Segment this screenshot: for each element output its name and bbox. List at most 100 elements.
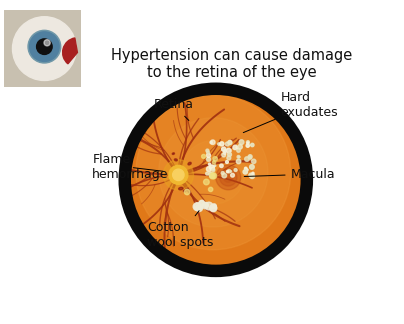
Ellipse shape [179, 187, 183, 190]
Circle shape [209, 172, 213, 176]
Circle shape [203, 202, 208, 208]
Circle shape [220, 164, 223, 168]
Circle shape [214, 165, 216, 167]
Circle shape [237, 149, 240, 152]
Text: Hard
exudates: Hard exudates [243, 91, 338, 133]
Circle shape [206, 149, 209, 152]
Circle shape [206, 167, 211, 172]
Circle shape [206, 151, 209, 154]
Circle shape [221, 147, 226, 151]
Circle shape [212, 169, 215, 172]
Circle shape [211, 173, 217, 179]
Circle shape [163, 160, 194, 190]
Circle shape [221, 171, 224, 175]
Circle shape [236, 159, 241, 164]
Circle shape [233, 145, 238, 150]
Circle shape [212, 168, 214, 170]
Ellipse shape [188, 162, 191, 165]
Circle shape [206, 157, 210, 161]
Circle shape [244, 167, 247, 170]
Text: Flame
hemorrhage: Flame hemorrhage [92, 153, 169, 181]
Circle shape [193, 202, 201, 211]
Circle shape [136, 95, 291, 250]
Circle shape [227, 169, 231, 173]
Circle shape [210, 173, 215, 178]
Circle shape [245, 157, 249, 161]
Circle shape [237, 156, 240, 158]
Ellipse shape [175, 159, 177, 161]
Circle shape [212, 204, 217, 209]
Circle shape [210, 140, 215, 145]
Circle shape [219, 168, 237, 186]
Circle shape [206, 172, 208, 175]
Circle shape [231, 173, 234, 177]
Circle shape [252, 159, 256, 164]
Circle shape [223, 150, 226, 153]
Circle shape [169, 165, 188, 184]
Circle shape [246, 169, 248, 171]
Circle shape [236, 147, 238, 149]
Circle shape [223, 172, 233, 182]
Circle shape [247, 142, 249, 144]
Text: Cotton
wool spots: Cotton wool spots [147, 211, 214, 249]
Circle shape [210, 205, 217, 212]
Circle shape [225, 161, 228, 163]
Circle shape [223, 152, 226, 155]
Circle shape [210, 173, 216, 179]
Circle shape [222, 153, 226, 157]
Circle shape [225, 142, 229, 146]
Circle shape [44, 40, 50, 46]
Circle shape [206, 153, 210, 157]
Circle shape [252, 172, 254, 174]
Ellipse shape [172, 153, 175, 155]
Circle shape [181, 141, 245, 204]
Circle shape [238, 145, 242, 149]
Circle shape [194, 203, 201, 210]
Text: Hypertension can cause damage
to the retina of the eye: Hypertension can cause damage to the ret… [112, 48, 353, 80]
Circle shape [243, 170, 248, 174]
Circle shape [220, 142, 224, 146]
Circle shape [205, 202, 213, 210]
Circle shape [29, 32, 59, 62]
Circle shape [227, 170, 229, 173]
Circle shape [196, 205, 202, 212]
Circle shape [159, 118, 268, 227]
Circle shape [234, 168, 237, 171]
Circle shape [200, 200, 204, 205]
Circle shape [204, 179, 209, 185]
Circle shape [248, 156, 251, 159]
Circle shape [239, 140, 244, 145]
Circle shape [227, 156, 231, 160]
Circle shape [202, 155, 206, 158]
Circle shape [202, 202, 208, 209]
Circle shape [173, 169, 184, 180]
Text: Macula: Macula [244, 168, 335, 180]
Circle shape [246, 144, 249, 147]
Wedge shape [63, 38, 78, 64]
Text: Retina: Retina [154, 98, 194, 121]
Ellipse shape [183, 190, 186, 192]
Circle shape [37, 39, 52, 54]
Circle shape [250, 174, 255, 179]
Circle shape [210, 204, 217, 211]
Circle shape [13, 17, 76, 80]
Circle shape [238, 156, 240, 158]
Circle shape [210, 141, 213, 144]
Circle shape [250, 143, 254, 147]
Circle shape [226, 148, 231, 153]
Circle shape [208, 187, 213, 191]
Circle shape [228, 141, 232, 145]
Circle shape [210, 175, 212, 177]
Circle shape [209, 165, 214, 170]
Circle shape [218, 143, 220, 145]
Circle shape [213, 161, 216, 164]
Circle shape [213, 156, 217, 161]
Circle shape [248, 155, 252, 159]
Circle shape [213, 168, 215, 170]
Circle shape [249, 173, 253, 178]
Circle shape [125, 89, 307, 271]
Circle shape [246, 141, 249, 144]
Circle shape [199, 205, 203, 209]
Circle shape [222, 173, 227, 178]
Circle shape [250, 165, 254, 169]
